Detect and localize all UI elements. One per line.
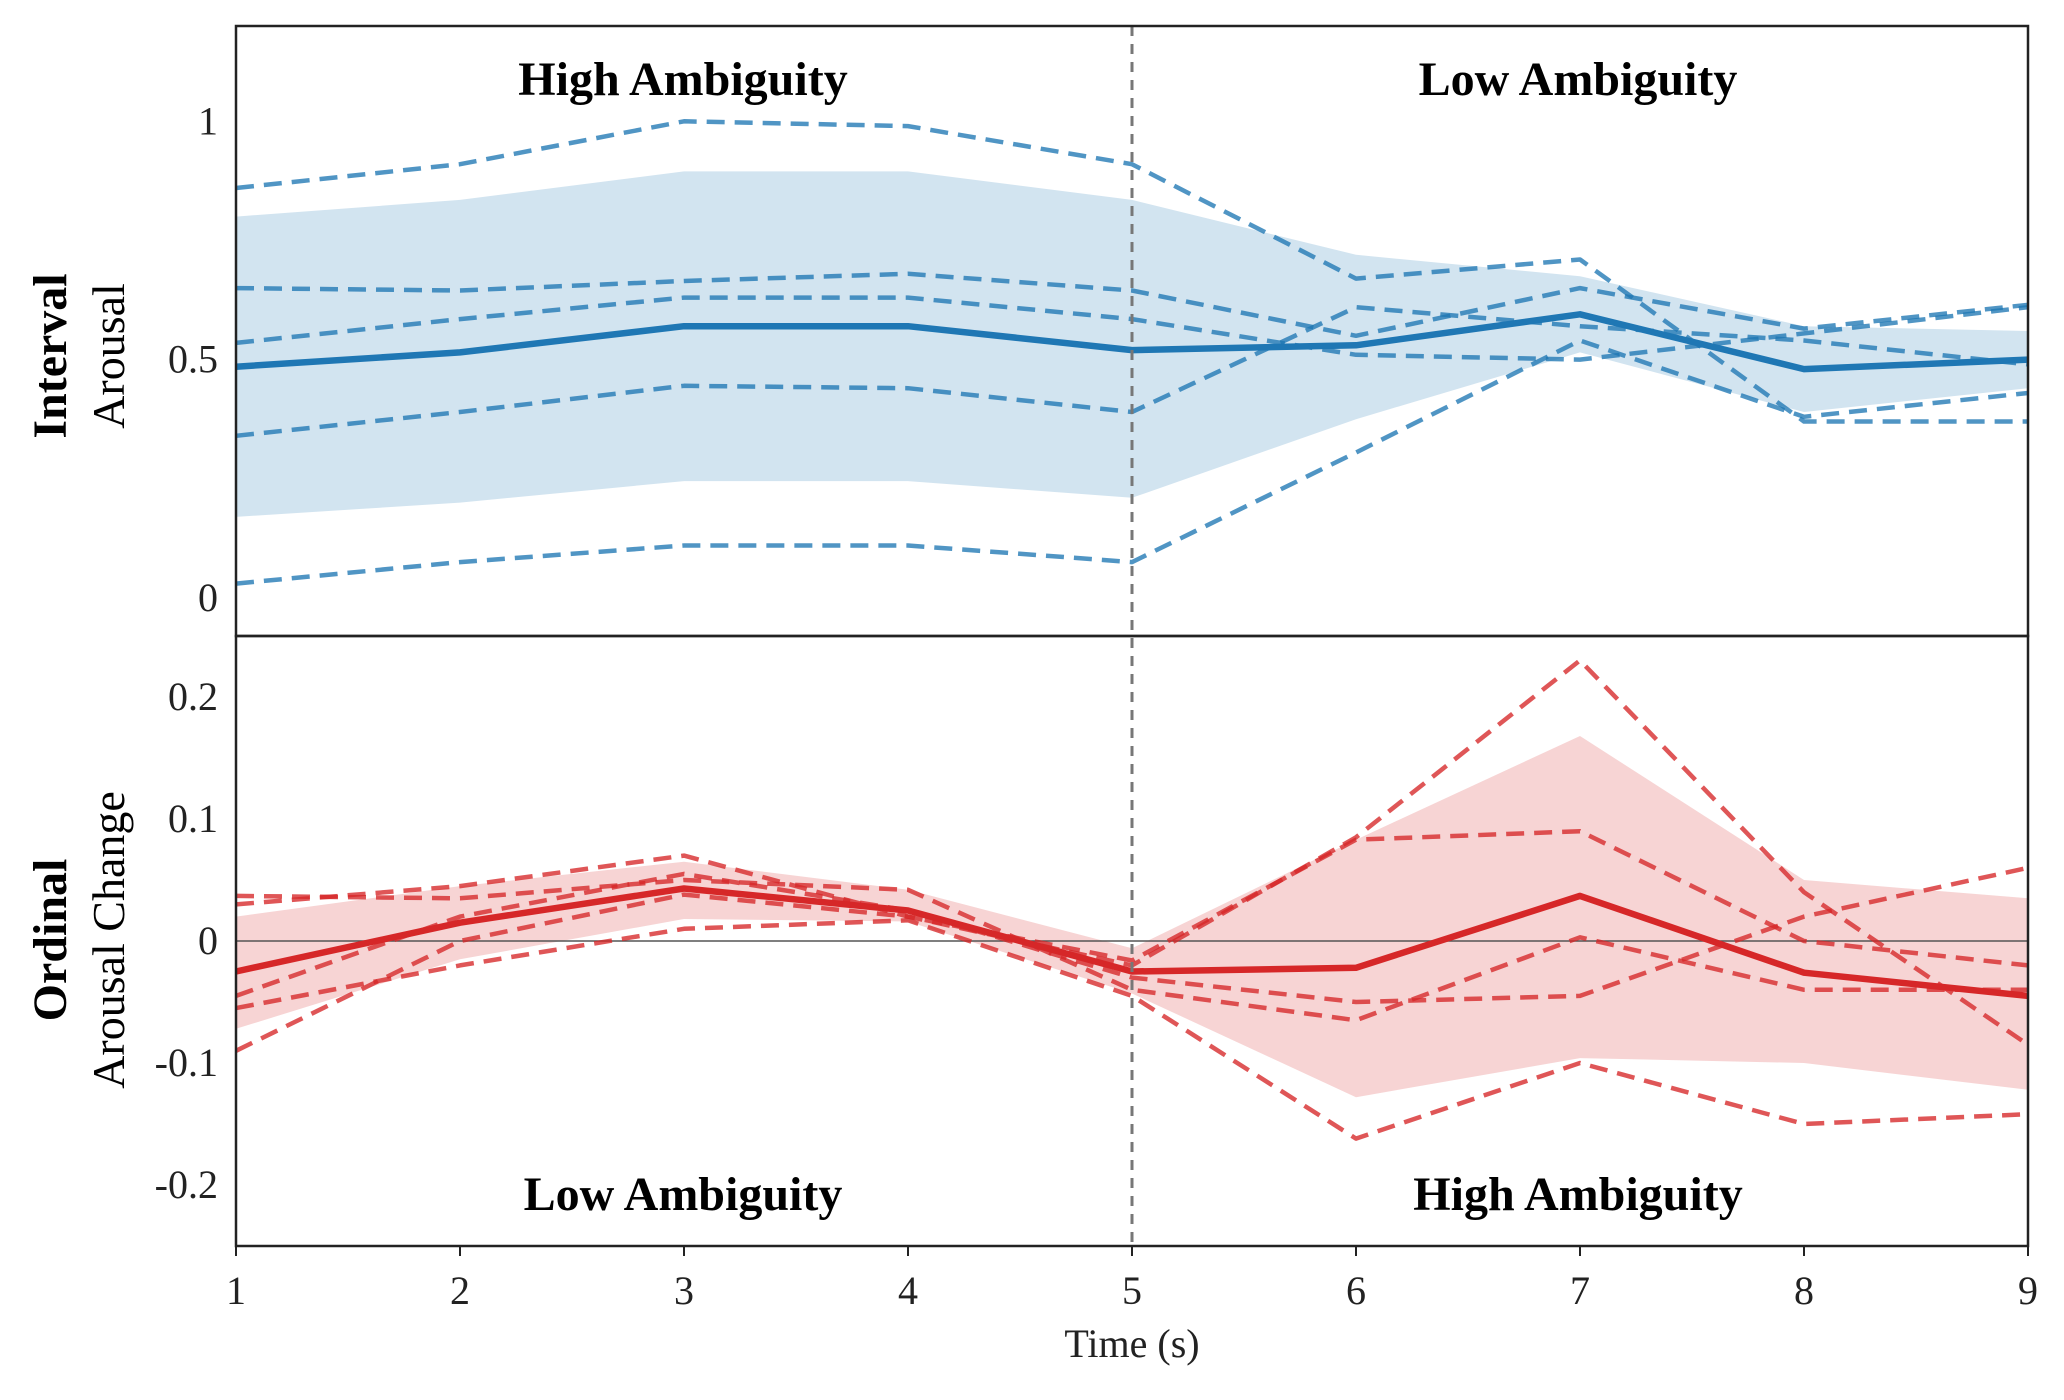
top-left-region-label: High Ambiguity: [518, 53, 847, 106]
x-tick-label: 2: [450, 1268, 470, 1313]
bottom-panel: -0.2 -0.1 0 0.1 0.2 Low Ambiguity High Ambig…: [24, 658, 2030, 1221]
bottom-left-region-label: Low Ambiguity: [524, 1168, 843, 1221]
x-tick-label: 7: [1570, 1268, 1590, 1313]
top-row-label: Interval: [24, 273, 77, 438]
x-axis-label: Time (s): [1064, 1321, 1199, 1366]
bottom-series-line-4: [235, 828, 2029, 968]
x-tick-label: 5: [1122, 1268, 1142, 1313]
top-y-tick-label: 1: [198, 98, 218, 143]
bottom-y-tick-label: 0.1: [168, 796, 218, 841]
top-series-line-5: [235, 338, 2029, 586]
x-axis-ticks: 1 2 3 4 5 6 7 8 9: [226, 1246, 2038, 1313]
top-y-axis-label: Arousal: [83, 283, 134, 429]
x-tick-label: 4: [898, 1268, 918, 1313]
top-series-line-2: [235, 271, 2029, 339]
bottom-y-tick-label: 0.2: [168, 674, 218, 719]
bottom-y-tick-label: -0.1: [155, 1040, 218, 1085]
bottom-series-line-5: [235, 918, 2029, 1141]
bottom-y-tick-label: 0: [198, 918, 218, 963]
x-tick-label: 9: [2018, 1268, 2038, 1313]
x-tick-label: 8: [1794, 1268, 1814, 1313]
bottom-series-line-3: [235, 865, 2029, 1005]
top-series-line-1: [235, 119, 2028, 424]
bottom-band-layer: [236, 736, 2028, 1098]
x-tick-label: 1: [226, 1268, 246, 1313]
x-tick-label: 3: [674, 1268, 694, 1313]
bottom-y-tick-label: -0.2: [155, 1162, 218, 1207]
top-right-region-label: Low Ambiguity: [1419, 53, 1738, 106]
top-y-tick-label: 0: [198, 575, 218, 620]
top-band-layer: [236, 171, 2028, 517]
top-y-tick-label: 0.5: [168, 337, 218, 382]
bottom-row-label: Ordinal: [24, 859, 77, 1022]
x-tick-label: 6: [1346, 1268, 1366, 1313]
bottom-confidence-band: [236, 736, 2028, 1098]
top-confidence-band: [236, 171, 2028, 517]
bottom-right-region-label: High Ambiguity: [1413, 1168, 1742, 1221]
top-y-ticks: 00.51: [168, 98, 218, 620]
bottom-y-axis-label: Arousal Change: [83, 791, 134, 1089]
bottom-y-ticks: -0.2 -0.1 0 0.1 0.2: [155, 674, 218, 1207]
